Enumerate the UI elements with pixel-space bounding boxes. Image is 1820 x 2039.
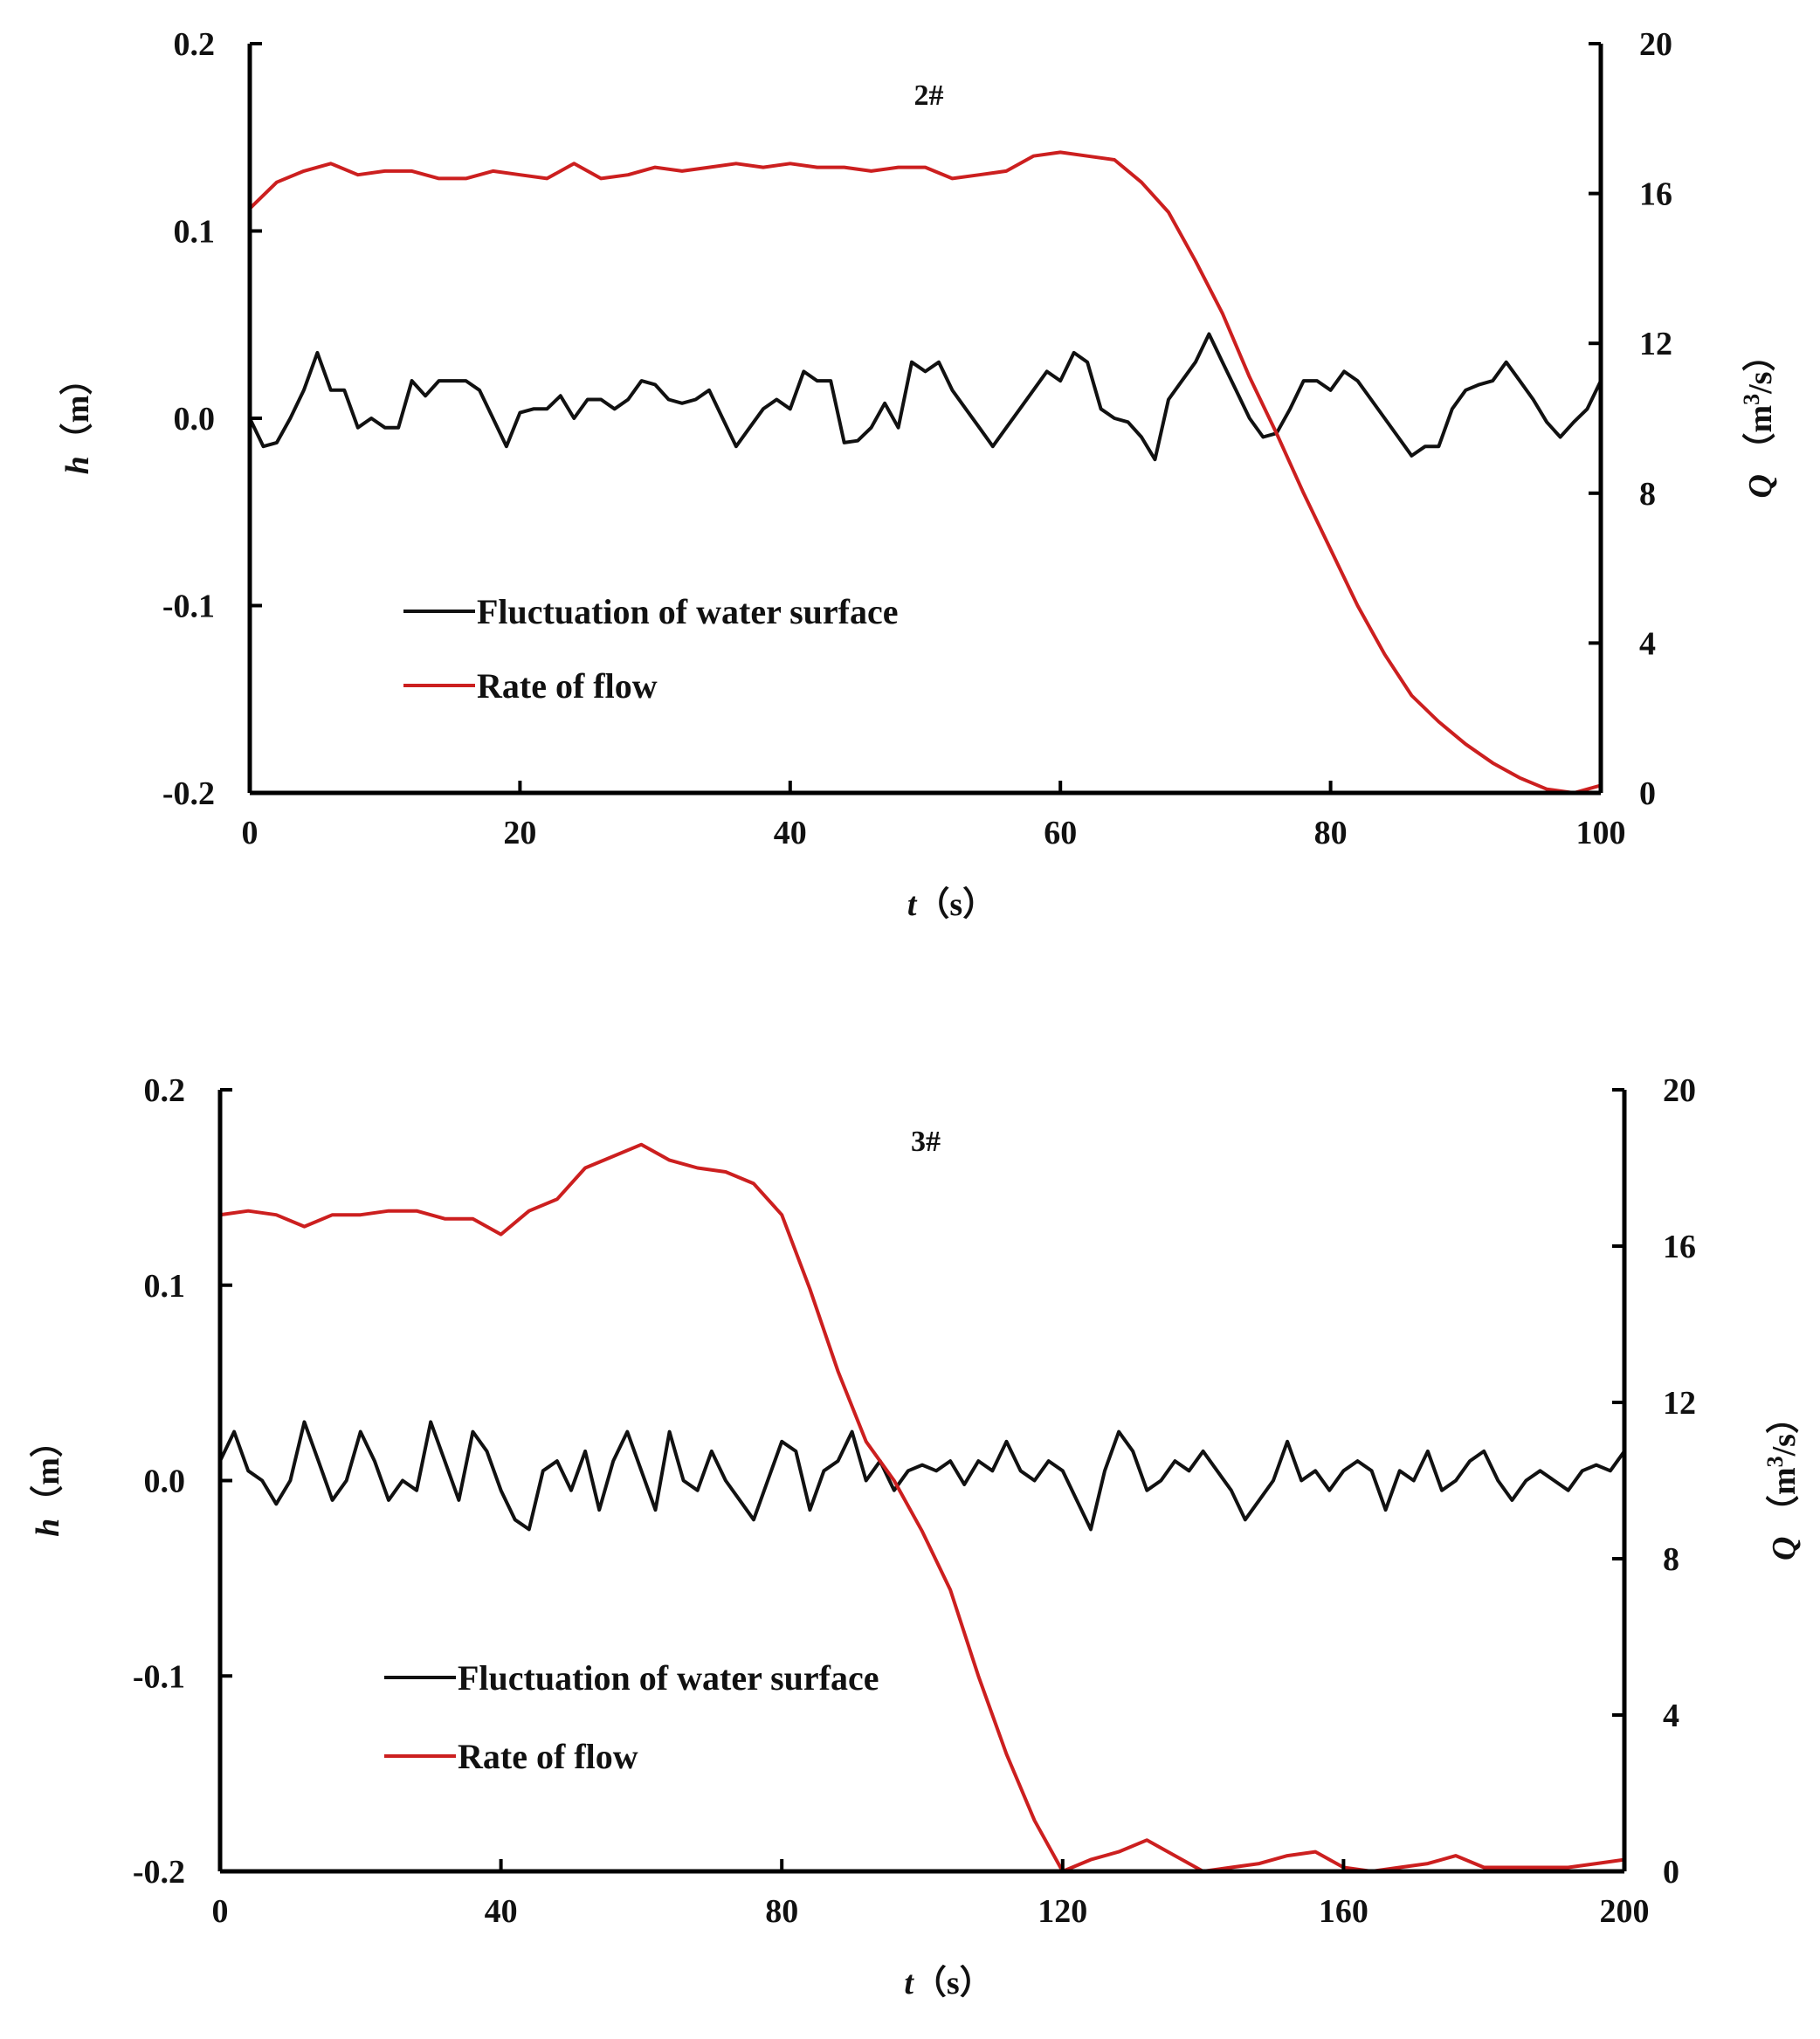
y-right-tick-label: 4: [1663, 1698, 1679, 1734]
y-axis-left-label: h（m）: [59, 362, 96, 475]
y-left-tick-label: 0.0: [144, 1464, 186, 1500]
x-tick-label: 20: [503, 815, 536, 851]
x-tick-label: 40: [774, 815, 807, 851]
y-right-tick-label: 0: [1663, 1854, 1679, 1891]
series-line-water-surface: [218, 1420, 1626, 1532]
x-tick-label: 80: [1314, 815, 1348, 851]
y-left-tick-label: 0.0: [174, 401, 216, 437]
y-right-tick-label: 4: [1639, 625, 1656, 662]
y-axis-left-label-var: h: [59, 456, 96, 474]
legend-label-water-surface: Fluctuation of water surface: [477, 592, 899, 631]
y-right-tick-label: 8: [1663, 1541, 1679, 1578]
chart-panel-2: 0 40 80 120 160 200 -0.2 -0.1 0.0 0.1 0.2 0 4 8 12 16 20…: [30, 1072, 1803, 2001]
series-line-rate-of-flow: [248, 150, 1603, 795]
y-axis-right-label-var: Q: [1766, 1528, 1803, 1560]
x-tick-label: 40: [485, 1893, 518, 1930]
y-axis-right-label-sup: 3: [1762, 1456, 1788, 1467]
y-right-tick-label: 20: [1663, 1072, 1696, 1109]
y-axis-left-label-unit: （m）: [59, 362, 96, 457]
y-left-tick-label: -0.2: [133, 1854, 185, 1891]
y-axis-left-label: h（m）: [30, 1424, 66, 1537]
x-axis-label-unit: （s）: [916, 886, 996, 923]
y-left-tick-label: -0.1: [133, 1658, 185, 1695]
y-axis-right-label-sup: 3: [1739, 394, 1764, 405]
x-axis-label: t（s）: [904, 1965, 992, 2001]
y-axis-right-label-unit: （m: [1742, 405, 1779, 466]
x-axis-label-var: t: [907, 886, 918, 923]
y-left-tick-label: 0.2: [144, 1072, 186, 1109]
series-line-water-surface: [248, 332, 1603, 462]
x-tick-label: 160: [1319, 1893, 1368, 1930]
x-axis-label-unit: （s）: [913, 1965, 993, 2001]
x-axis-label: t（s）: [907, 886, 996, 923]
chart-panel-1: 0 20 40 60 80 100-0.2-0.10.00.10.2048121620t（…: [59, 26, 1779, 923]
x-tick-label: 200: [1600, 1893, 1650, 1930]
y-axis-left-label-var: h: [30, 1519, 66, 1537]
y-right-tick-label: 8: [1639, 476, 1656, 513]
y-axis-right-label-unit-end: /s）: [1766, 1401, 1803, 1457]
y-left-tick-label: 0.1: [144, 1268, 186, 1305]
panel-label: 2#: [914, 79, 944, 112]
y-left-tick-label: -0.1: [162, 589, 215, 625]
legend-label-rate-of-flow: Rate of flow: [477, 666, 658, 706]
y-right-tick-label: 12: [1639, 326, 1672, 362]
x-tick-label: 100: [1576, 815, 1626, 851]
y-left-tick-label: 0.2: [174, 26, 216, 63]
x-tick-label: 0: [242, 815, 259, 851]
x-tick-label: 120: [1038, 1893, 1087, 1930]
x-tick-label: 80: [765, 1893, 798, 1930]
x-tick-label: 60: [1044, 815, 1077, 851]
legend-label-water-surface: Fluctuation of water surface: [458, 1658, 879, 1698]
y-right-tick-label: 16: [1639, 176, 1672, 213]
series-line-rate-of-flow: [218, 1142, 1626, 1873]
x-tick-label: 0: [212, 1893, 229, 1930]
y-right-tick-label: 16: [1663, 1229, 1696, 1265]
y-axis-left-label-unit: （m）: [30, 1424, 66, 1519]
x-axis-label-var: t: [904, 1965, 914, 2001]
y-axis-right-label-var: Q: [1742, 466, 1779, 499]
legend-label-rate-of-flow: Rate of flow: [458, 1737, 638, 1776]
panel-label: 3#: [911, 1126, 941, 1158]
y-left-tick-label: -0.2: [162, 775, 215, 812]
y-axis-right-label-unit: （m: [1766, 1467, 1803, 1528]
y-axis-right-label: Q （m3/s）: [1739, 339, 1780, 499]
y-axis-right-label-unit-end: /s）: [1742, 339, 1779, 395]
y-right-tick-label: 12: [1663, 1385, 1696, 1422]
y-left-tick-label: 0.1: [174, 214, 216, 251]
y-right-tick-label: 20: [1639, 26, 1672, 63]
y-right-tick-label: 0: [1639, 775, 1656, 812]
y-axis-right-label: Q （m3/s）: [1762, 1401, 1803, 1560]
